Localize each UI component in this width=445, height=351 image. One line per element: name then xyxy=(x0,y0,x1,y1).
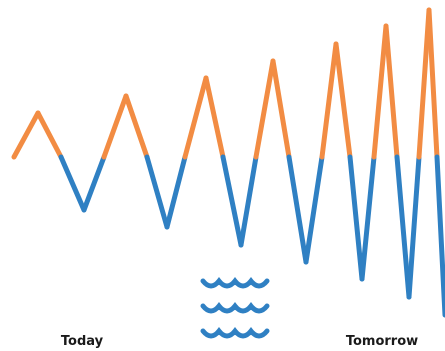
zigzag-segment-above xyxy=(333,41,353,160)
zigzag-segment-below xyxy=(220,154,244,248)
zigzag-segment-above xyxy=(35,110,64,160)
zigzag-segment-below xyxy=(58,154,87,213)
zigzag-segment-above xyxy=(319,41,339,160)
zigzag-segment-above xyxy=(182,75,209,160)
zigzag-segment-above xyxy=(203,75,226,160)
zigzag-segment-above xyxy=(123,93,150,160)
zigzag-segment-below xyxy=(406,154,422,300)
water-waves-icon xyxy=(200,277,270,339)
zigzag-segment-below xyxy=(347,154,365,282)
zigzag-segment-below xyxy=(164,154,188,230)
zigzag-segment-above xyxy=(371,23,389,160)
zigzag-segment-below xyxy=(303,154,325,265)
zigzag-segment-below xyxy=(286,154,309,265)
zigzag-segment-below xyxy=(394,154,412,300)
zigzag-segment-above xyxy=(101,93,129,160)
zigzag-segment-above xyxy=(270,58,292,160)
wave-line-top xyxy=(200,277,270,289)
zigzag-segment-above xyxy=(11,110,41,160)
zigzag-segment-above xyxy=(383,23,400,160)
zigzag-segment-below xyxy=(238,154,259,248)
zigzag-segment-below xyxy=(434,154,445,318)
tomorrow-label: Tomorrow xyxy=(346,334,418,349)
wave-line-bottom xyxy=(200,327,270,339)
zigzag-segment-above xyxy=(416,7,432,160)
zigzag-segment-below xyxy=(81,154,107,213)
zigzag-segment-below xyxy=(144,154,170,230)
zigzag-segment-above xyxy=(253,58,276,160)
today-label: Today xyxy=(61,334,104,349)
wave-line-middle xyxy=(200,302,270,314)
oscillating-line xyxy=(11,7,445,318)
zigzag-segment-below xyxy=(359,154,377,282)
zigzag-segment-above xyxy=(426,7,440,160)
